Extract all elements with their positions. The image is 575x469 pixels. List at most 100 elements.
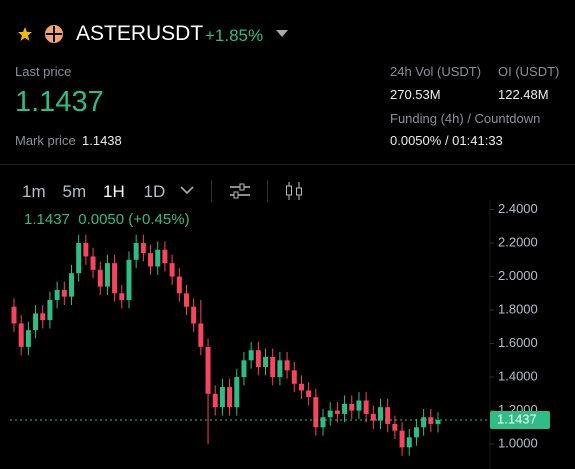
funding: 0.0050% / 01:41:33 — [390, 133, 503, 148]
y-tick-label: 2.4000 — [498, 201, 538, 216]
candle-body — [306, 390, 312, 398]
open-interest: 122.48M — [498, 87, 549, 102]
candle-body — [263, 356, 269, 367]
candle-body — [119, 293, 125, 300]
candle-body — [392, 423, 398, 431]
label: Funding (4h) / Countdown — [390, 111, 541, 126]
candle-body — [33, 313, 39, 331]
candle-body — [155, 249, 161, 267]
candle-body — [421, 417, 427, 428]
y-tick-label: 1.0000 — [498, 435, 538, 450]
y-tick-label: 1.8000 — [498, 301, 538, 316]
candle-body — [277, 360, 283, 378]
more-intervals[interactable] — [180, 185, 194, 195]
candle-body — [248, 350, 254, 361]
candle-body — [198, 323, 204, 347]
interval-tab[interactable]: 1m — [22, 182, 46, 201]
candle-body — [356, 400, 362, 411]
y-tick-label: 1.4000 — [498, 368, 538, 383]
countdown: 01:41:33 — [452, 133, 503, 148]
candle-body — [370, 413, 376, 421]
candle-body — [255, 350, 261, 367]
candle-body — [298, 383, 304, 391]
interval-tab[interactable]: 1D — [143, 182, 166, 201]
candle-body — [97, 269, 103, 287]
candle-body — [162, 249, 168, 264]
candle-body — [112, 263, 118, 294]
candle-body — [342, 403, 348, 414]
candle-body — [183, 293, 189, 307]
candle-body — [148, 253, 154, 267]
legend-change: 0.0050 — [78, 211, 125, 228]
ohlc-legend: 1.1437 0.0050 (+0.45%) — [24, 211, 190, 228]
candle-body — [435, 419, 441, 424]
y-tick-label: 2.2000 — [498, 234, 538, 249]
indicators-button[interactable] — [229, 182, 251, 200]
legend-change-pct: (+0.45%) — [128, 211, 190, 228]
candle-body — [406, 437, 412, 448]
change: +1.85% — [205, 26, 264, 45]
separator — [211, 180, 212, 202]
candle-body — [47, 299, 53, 321]
label: Mark price — [15, 133, 76, 148]
interval-tab[interactable]: 5m — [62, 182, 87, 201]
candle-body — [349, 403, 355, 411]
chart-type-button[interactable] — [284, 181, 304, 201]
coin-logo — [45, 25, 63, 43]
legend-close: 1.1437 — [24, 211, 70, 228]
y-tick-label: 1.6000 — [498, 335, 538, 350]
chart: 1.00001.20001.40001.60001.80002.00002.20… — [10, 200, 550, 469]
label: OI (USDT) — [498, 64, 560, 79]
candle-body — [428, 417, 434, 424]
divider — [0, 164, 575, 165]
candle-body — [413, 427, 419, 438]
dropdown-arrow[interactable] — [275, 29, 289, 39]
candle-body — [76, 243, 82, 274]
y-tick-label: 2.0000 — [498, 268, 538, 283]
candle-body — [378, 407, 384, 421]
mark-price: 1.1438 — [82, 133, 122, 148]
interval-tab[interactable]: 1H — [103, 182, 125, 201]
candle-body — [126, 259, 132, 300]
candle-body — [313, 397, 319, 428]
last-price-tag-label: 1.1437 — [497, 411, 537, 426]
candle-body — [241, 360, 247, 378]
candle-body — [270, 356, 276, 378]
label: 24h Vol (USDT) — [390, 64, 482, 79]
candle-body — [385, 407, 391, 424]
candle-body — [363, 400, 369, 414]
candle-body — [176, 276, 182, 294]
candle-body — [334, 410, 340, 414]
candle-body — [399, 430, 405, 448]
candle-body — [191, 306, 197, 324]
last-price-tag — [490, 410, 550, 429]
candle-body — [54, 289, 60, 300]
candle-body — [104, 263, 110, 287]
candle-body — [140, 243, 146, 254]
candle-body — [83, 243, 89, 257]
candle-body — [18, 323, 24, 347]
separator — [267, 180, 268, 202]
candle-body — [227, 387, 233, 408]
candle-body — [320, 417, 326, 428]
candle-body — [284, 360, 290, 371]
candle-body — [90, 256, 96, 270]
candle-body — [327, 410, 333, 418]
candle-body — [219, 387, 225, 408]
candle-body — [11, 306, 17, 324]
last-price: 1.1437 — [15, 86, 104, 118]
candle-body — [40, 313, 46, 321]
candle-body — [61, 289, 67, 297]
funding-rate: 0.0050% — [390, 133, 442, 148]
symbol[interactable]: ASTERUSDT — [76, 22, 204, 45]
candle-body — [291, 370, 297, 384]
candle-body — [169, 263, 175, 277]
candle-body — [133, 243, 139, 260]
candle-body — [68, 273, 74, 297]
label: Last price — [15, 64, 72, 79]
candle-body — [205, 346, 211, 394]
volume: 270.53M — [390, 87, 441, 102]
favorite-star[interactable] — [17, 26, 33, 42]
candle-body — [234, 377, 240, 408]
